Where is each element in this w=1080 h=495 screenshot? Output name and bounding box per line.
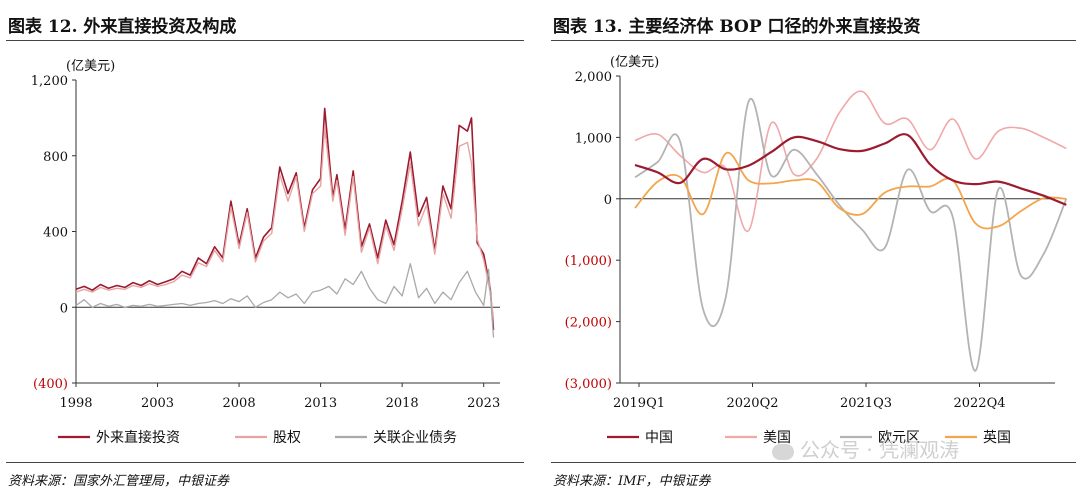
source-rule: [6, 462, 524, 463]
x-tick-label: 1998: [59, 396, 92, 411]
x-tick-label: 2008: [223, 396, 256, 411]
watermark: 公众号 · 凭澜观涛: [772, 434, 959, 463]
legend-label: 美国: [763, 430, 791, 446]
chart-title: 图表 13. 主要经济体 BOP 口径的外来直接投资: [553, 17, 921, 37]
legend-label: 英国: [983, 429, 1011, 446]
y-axis-unit: (亿美元): [610, 55, 659, 70]
y-tick-label: (400): [33, 377, 68, 392]
chart-title: 图表 12. 外来直接投资及构成: [8, 17, 237, 37]
x-tick-label: 2020Q2: [726, 396, 778, 411]
y-tick-label: (2,000): [565, 316, 612, 331]
y-tick-label: 1,200: [31, 74, 68, 89]
bop-fdi-chart: (3,000) (2,000) (1,000) 0 1,000 2,000 2019Q1 20…: [565, 55, 1068, 446]
y-tick-label: (3,000): [565, 377, 612, 392]
x-tick-label: 2013: [304, 396, 337, 411]
x-tick-label: 2021Q3: [840, 396, 892, 411]
y-tick-label: 2,000: [575, 70, 612, 85]
watermark-text: 公众号 · 凭澜观涛: [800, 438, 960, 462]
source-rule: [551, 462, 1076, 463]
y-tick-label: 1,000: [575, 131, 612, 146]
legend-label: 中国: [645, 430, 673, 446]
series-line-0: [634, 133, 1067, 206]
source-note: 资料来源：国家外汇管理局，中银证券: [8, 474, 230, 489]
title-rule: [551, 40, 1076, 41]
y-tick-label: 0: [60, 301, 68, 316]
wechat-icon: [772, 443, 794, 460]
x-tick-label: 2003: [141, 396, 174, 411]
chart-panel-fdi-composition: 图表 12. 外来直接投资及构成 (400) 0 400 800 1,200 1998 20…: [0, 0, 527, 495]
series-line-1: [75, 126, 495, 319]
y-tick-label: 0: [604, 193, 612, 208]
y-tick-label: 400: [43, 226, 68, 241]
legend-label: 欧元区: [878, 430, 920, 446]
series-line-1: [634, 90, 1067, 232]
x-tick-label: 2018: [386, 396, 419, 411]
fdi-composition-chart: (400) 0 400 800 1,200 1998 2003 2008 2013 2018 202…: [31, 59, 500, 446]
source-note: 资料来源：IMF，中银证券: [553, 474, 711, 489]
series-line-2: [634, 97, 1068, 372]
legend-label: 股权: [273, 430, 301, 446]
x-tick-label: 2019Q1: [613, 396, 665, 411]
title-rule: [6, 40, 524, 41]
y-axis-unit: (亿美元): [66, 59, 115, 74]
legend-label: 外来直接投资: [96, 429, 180, 446]
legend-label: 关联企业债务: [373, 429, 457, 446]
chart-panel-bop-fdi: 图表 13. 主要经济体 BOP 口径的外来直接投资 (3,000) (2,000…: [545, 0, 1080, 495]
series-line-3: [634, 151, 1067, 230]
x-tick-label: 2022Q4: [953, 396, 1005, 411]
y-tick-label: (1,000): [565, 254, 612, 269]
y-tick-label: 800: [43, 150, 68, 165]
x-tick-label: 2023: [467, 396, 500, 411]
series-line-2: [75, 263, 495, 338]
